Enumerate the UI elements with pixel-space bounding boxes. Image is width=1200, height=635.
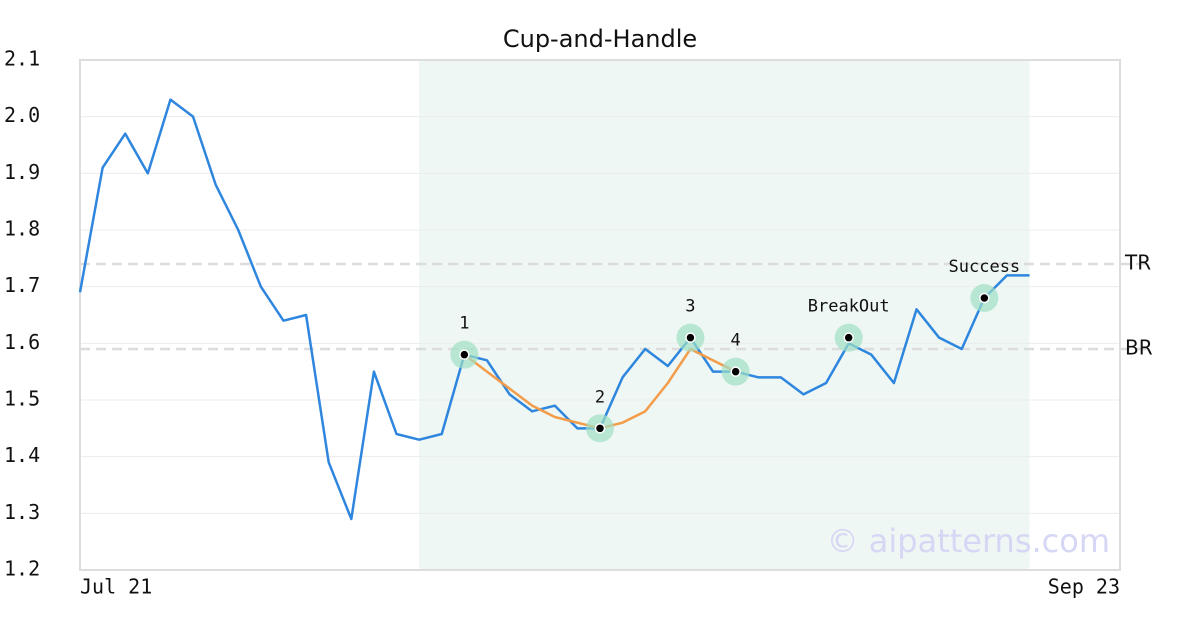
y-tick-label: 1.7 bbox=[4, 273, 40, 297]
watermark: © aipatterns.com bbox=[827, 522, 1110, 560]
x-tick-label: Jul 21 bbox=[80, 575, 152, 599]
level-label: BR bbox=[1125, 336, 1153, 360]
x-tick-label: Sep 23 bbox=[1048, 575, 1120, 599]
point-label: 2 bbox=[595, 387, 605, 407]
y-tick-label: 1.4 bbox=[4, 443, 40, 467]
point-label: 1 bbox=[459, 314, 469, 334]
point-marker bbox=[843, 332, 854, 343]
point-label: 4 bbox=[731, 331, 741, 351]
y-tick-label: 1.8 bbox=[4, 217, 40, 241]
highlight-region bbox=[419, 60, 1030, 570]
point-label: Success bbox=[949, 257, 1021, 277]
point-label: BreakOut bbox=[808, 297, 890, 317]
point-marker bbox=[979, 292, 990, 304]
series-line bbox=[78, 98, 1030, 521]
y-tick-label: 1.2 bbox=[4, 557, 40, 581]
point-marker bbox=[730, 366, 741, 377]
plot-frame bbox=[79, 59, 1121, 571]
y-tick-label: 2.1 bbox=[4, 47, 40, 71]
y-tick-label: 1.5 bbox=[4, 387, 40, 411]
point-marker bbox=[594, 423, 606, 434]
y-tick-label: 1.3 bbox=[4, 500, 40, 524]
point-marker bbox=[685, 332, 696, 343]
y-tick-label: 1.9 bbox=[4, 160, 40, 184]
point-label: 3 bbox=[685, 297, 695, 317]
y-tick-label: 2.0 bbox=[4, 103, 40, 127]
level-label: TR bbox=[1124, 251, 1151, 275]
y-tick-label: 1.6 bbox=[4, 330, 40, 354]
point-marker bbox=[459, 349, 470, 360]
chart-title: Cup-and-Handle bbox=[503, 25, 697, 53]
